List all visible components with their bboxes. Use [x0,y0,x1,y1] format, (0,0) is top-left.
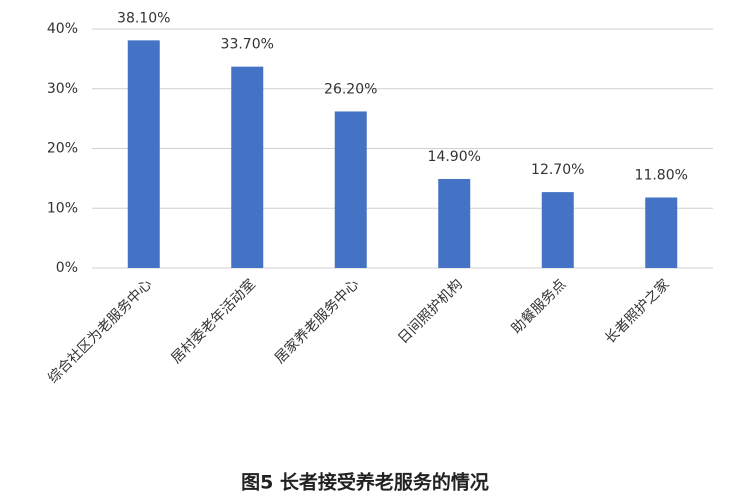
bar [334,111,367,268]
bar [438,178,471,268]
bar [645,197,678,268]
value-label: 11.80% [635,167,688,183]
value-label: 14.90% [428,149,481,165]
value-label: 26.20% [324,81,377,97]
bar [127,40,160,268]
x-tick-label: 居村委老年活动室 [168,276,259,367]
x-tick-label: 综合社区为老服务中心 [45,276,155,386]
value-label: 38.10% [117,10,170,26]
x-tick-label: 居家养老服务中心 [271,276,362,367]
x-tick-label: 日间照护机构 [395,276,466,347]
y-tick-label: 30% [47,81,78,97]
y-tick-label: 20% [47,141,78,157]
y-tick-label: 10% [47,200,78,216]
value-label: 12.70% [531,162,584,178]
chart-title: 图5 长者接受养老服务的情况 [241,471,489,494]
x-tick-label: 长者照护之家 [601,276,672,347]
y-tick-label: 40% [47,21,78,37]
value-label: 33.70% [221,37,274,53]
bar [231,66,264,268]
bar [541,192,574,268]
y-tick-label: 0% [56,260,78,276]
x-tick-label: 助餐服务点 [509,276,570,337]
